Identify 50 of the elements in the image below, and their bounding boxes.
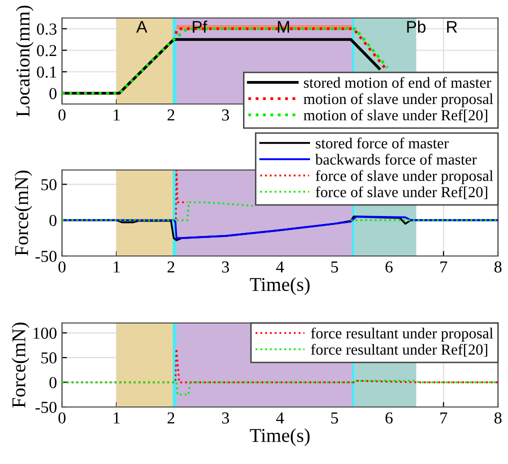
x-axis-title: Time(s) bbox=[250, 277, 310, 295]
y-axis-title: Force(mN) bbox=[12, 322, 30, 408]
y-tick-label: 0 bbox=[49, 214, 57, 226]
y-tick-label: -50 bbox=[36, 402, 57, 413]
x-tick-label: 4 bbox=[276, 412, 284, 424]
x-tick-label: 3 bbox=[222, 261, 230, 273]
x-tick-label: 3 bbox=[222, 412, 230, 424]
legend-label: force of slave under proposal bbox=[316, 170, 494, 184]
legend-label: motion of slave under proposal bbox=[304, 93, 494, 108]
y-tick-label: 0.3 bbox=[36, 23, 56, 35]
y-tick-label: 0 bbox=[49, 88, 57, 100]
legend-label: motion of slave under Ref[20] bbox=[304, 109, 488, 122]
legend-label: force resultant under Ref[20] bbox=[311, 344, 488, 357]
annotation: R bbox=[447, 21, 458, 33]
x-tick-label: 6 bbox=[386, 412, 393, 424]
legend-label: force resultant under proposal bbox=[311, 328, 494, 342]
x-tick-label: 7 bbox=[440, 262, 448, 272]
y-axis-title: Location(mm) bbox=[16, 6, 34, 117]
legend-label: force of slave under Ref[20] bbox=[316, 186, 488, 200]
x-tick-label: 3 bbox=[222, 109, 230, 121]
y-tick-label: 50 bbox=[41, 179, 57, 190]
x-axis-title: Time(s) bbox=[250, 428, 310, 446]
x-tick-label: 2 bbox=[168, 109, 174, 120]
legend-label: stored motion of end of master bbox=[304, 76, 492, 88]
x-tick-label: 1 bbox=[114, 261, 120, 272]
x-tick-label: 2 bbox=[168, 412, 174, 424]
x-tick-label: 7 bbox=[440, 412, 448, 424]
x-tick-label: 5 bbox=[331, 412, 338, 424]
y-tick-label: -50 bbox=[36, 250, 57, 262]
y-tick-label: 0.2 bbox=[36, 44, 56, 56]
x-tick-label: 0 bbox=[58, 261, 66, 273]
x-tick-label: 8 bbox=[494, 261, 502, 273]
legend-label: stored force of master bbox=[316, 138, 449, 148]
annotation: A bbox=[136, 21, 148, 33]
y-tick-label: 0 bbox=[49, 376, 57, 388]
x-tick-label: 1 bbox=[114, 109, 120, 120]
x-tick-label: 1 bbox=[114, 412, 120, 424]
x-tick-label: 0 bbox=[58, 412, 66, 424]
x-tick-label: 2 bbox=[168, 261, 174, 272]
legend-label: backwards force of master bbox=[315, 154, 477, 165]
x-tick-label: 5 bbox=[331, 262, 338, 273]
x-tick-label: 6 bbox=[386, 261, 393, 273]
y-tick-label: 100 bbox=[34, 328, 57, 339]
x-tick-label: 0 bbox=[58, 109, 66, 121]
y-tick-label: 0.1 bbox=[36, 66, 56, 78]
y-tick-label: 50 bbox=[41, 352, 57, 364]
y-axis-title: Force(mN) bbox=[14, 170, 32, 256]
annotation: Pb bbox=[407, 20, 426, 33]
x-tick-label: 4 bbox=[276, 261, 284, 272]
x-tick-label: 8 bbox=[494, 412, 502, 424]
